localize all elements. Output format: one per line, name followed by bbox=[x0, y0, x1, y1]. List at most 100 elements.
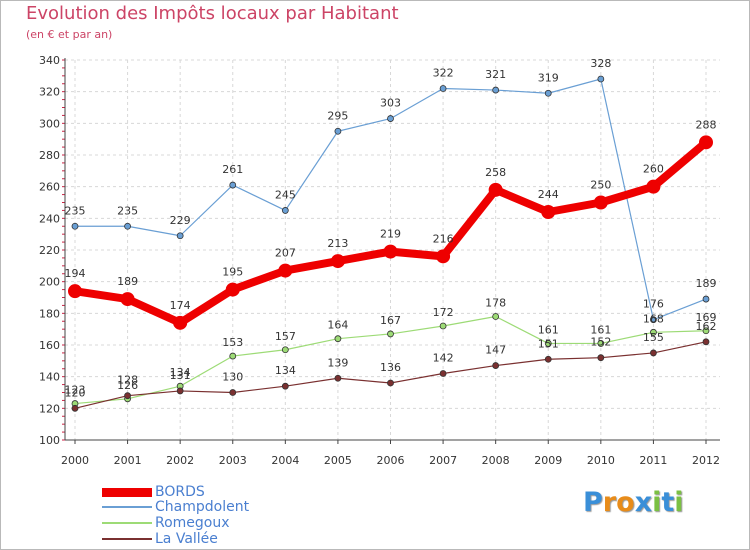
point-bords bbox=[436, 249, 451, 264]
y-tick-label: 180 bbox=[39, 307, 60, 320]
data-label-champdolent: 322 bbox=[433, 67, 454, 80]
data-label-bords: 260 bbox=[643, 163, 664, 176]
data-label-romegoux: 178 bbox=[485, 297, 506, 310]
point-bords bbox=[173, 315, 188, 330]
axes: 100 120 140 160 180 200 220 240 260 280 300 320 340 2… bbox=[39, 54, 720, 467]
data-label-bords: 244 bbox=[538, 188, 559, 201]
data-label-romegoux: 123 bbox=[65, 384, 86, 397]
data-label-la-vall-e: 155 bbox=[643, 331, 664, 344]
x-tick-label: 2009 bbox=[534, 454, 562, 467]
x-tick-label: 2012 bbox=[692, 454, 720, 467]
data-label-romegoux: 169 bbox=[696, 311, 717, 324]
point-bords bbox=[68, 284, 82, 299]
y-tick-label: 100 bbox=[39, 434, 60, 447]
data-label-romegoux: 164 bbox=[327, 319, 348, 332]
y-tick-label: 300 bbox=[39, 117, 60, 130]
chart-subtitle: (en € et par an) bbox=[26, 28, 113, 41]
data-label-la-vall-e: 136 bbox=[380, 361, 401, 374]
point-romegoux bbox=[281, 346, 289, 354]
point-bords bbox=[488, 182, 503, 197]
point-romegoux bbox=[492, 313, 500, 320]
legend-swatch-bords bbox=[102, 487, 152, 497]
point-champdolent bbox=[281, 207, 289, 214]
logo-letter: o bbox=[616, 487, 635, 518]
point-bords bbox=[225, 282, 240, 297]
logo-letter: r bbox=[602, 487, 617, 518]
point-champdolent bbox=[124, 222, 131, 230]
point-bords bbox=[541, 205, 556, 219]
legend-item-champdolent: Champdolent bbox=[102, 499, 249, 515]
y-tick-label: 120 bbox=[39, 402, 60, 415]
point-champdolent bbox=[597, 75, 605, 83]
point-la-vall-e bbox=[124, 392, 131, 400]
data-label-champdolent: 229 bbox=[170, 214, 191, 227]
y-tick-label: 260 bbox=[39, 181, 60, 194]
point-la-vall-e bbox=[281, 382, 289, 390]
data-label-la-vall-e: 131 bbox=[170, 369, 191, 382]
proxiti-logo: Proxiti bbox=[583, 487, 684, 518]
data-label-romegoux: 126 bbox=[117, 379, 138, 392]
x-tick-label: 2003 bbox=[219, 454, 247, 467]
data-label-la-vall-e: 162 bbox=[696, 320, 717, 333]
y-tick-label: 240 bbox=[39, 212, 60, 225]
data-label-bords: 216 bbox=[433, 232, 454, 245]
legend-item-romegoux: Romegoux bbox=[102, 515, 230, 531]
x-tick-label: 2010 bbox=[587, 454, 615, 467]
data-label-romegoux: 161 bbox=[538, 323, 559, 336]
point-romegoux bbox=[650, 328, 657, 336]
y-tick-label: 140 bbox=[39, 371, 60, 384]
point-champdolent bbox=[439, 85, 447, 92]
data-label-champdolent: 321 bbox=[485, 68, 506, 81]
data-label-bords: 189 bbox=[117, 275, 138, 288]
point-la-vall-e bbox=[702, 338, 710, 346]
data-label-champdolent: 176 bbox=[643, 298, 664, 311]
data-label-bords: 195 bbox=[222, 266, 243, 279]
data-label-bords: 219 bbox=[380, 228, 401, 241]
data-label-bords: 258 bbox=[485, 166, 506, 179]
grid bbox=[65, 59, 720, 441]
point-bords bbox=[278, 263, 293, 278]
y-tick-label: 340 bbox=[39, 54, 60, 67]
x-tick-label: 2011 bbox=[639, 454, 667, 467]
point-la-vall-e bbox=[176, 387, 184, 395]
data-label-romegoux: 134 bbox=[170, 366, 191, 379]
legend-item-bords: BORDS bbox=[102, 484, 205, 500]
point-champdolent bbox=[544, 89, 552, 97]
point-bords bbox=[699, 135, 713, 150]
x-tick-label: 2002 bbox=[166, 454, 194, 467]
data-label-bords: 194 bbox=[65, 267, 86, 280]
legend-label-bords: BORDS bbox=[155, 484, 205, 500]
data-label-romegoux: 172 bbox=[433, 306, 454, 319]
logo-letter: P bbox=[583, 487, 603, 518]
series bbox=[68, 75, 713, 412]
legend-label-la-vallee: La Vallée bbox=[155, 531, 218, 547]
point-romegoux bbox=[597, 340, 605, 347]
data-label-la-vall-e: 134 bbox=[275, 364, 296, 377]
data-label-bords: 174 bbox=[170, 299, 191, 312]
data-label-champdolent: 319 bbox=[538, 71, 559, 84]
data-label-bords: 250 bbox=[590, 179, 611, 192]
point-romegoux bbox=[387, 330, 394, 338]
point-la-vall-e bbox=[71, 404, 79, 412]
data-label-la-vall-e: 120 bbox=[65, 386, 86, 399]
point-la-vall-e bbox=[439, 370, 447, 377]
legend-swatch-champdolent bbox=[102, 506, 152, 508]
legend-swatch-romegoux bbox=[102, 522, 152, 524]
y-tick-label: 160 bbox=[39, 339, 60, 352]
data-label-champdolent: 235 bbox=[65, 204, 86, 217]
point-la-vall-e bbox=[387, 379, 394, 387]
point-bords bbox=[593, 195, 608, 210]
point-bords bbox=[120, 292, 135, 307]
data-label-bords: 288 bbox=[696, 118, 717, 131]
data-label-la-vall-e: 142 bbox=[433, 352, 454, 365]
data-label-champdolent: 295 bbox=[327, 109, 348, 122]
point-romegoux bbox=[702, 327, 710, 335]
x-tick-label: 2004 bbox=[271, 454, 299, 467]
point-champdolent bbox=[334, 127, 342, 135]
point-la-vall-e bbox=[334, 374, 342, 382]
legend-label-champdolent: Champdolent bbox=[155, 499, 250, 515]
point-champdolent bbox=[229, 181, 237, 189]
data-label-romegoux: 153 bbox=[222, 336, 243, 349]
data-label-la-vall-e: 130 bbox=[222, 371, 243, 384]
